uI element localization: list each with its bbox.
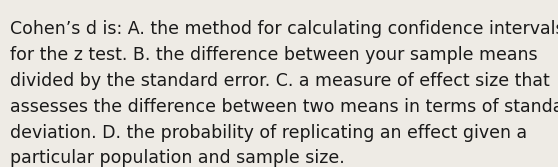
Text: deviation. D. the probability of replicating an effect given a: deviation. D. the probability of replica… — [10, 124, 527, 142]
Text: divided by the standard error. C. a measure of effect size that: divided by the standard error. C. a meas… — [10, 72, 550, 90]
Text: Cohen’s d is: A. the method for calculating confidence intervals: Cohen’s d is: A. the method for calculat… — [10, 20, 558, 38]
Text: for the z test. B. the difference between your sample means: for the z test. B. the difference betwee… — [10, 46, 538, 64]
Text: particular population and sample size.: particular population and sample size. — [10, 149, 345, 167]
Text: assesses the difference between two means in terms of standard: assesses the difference between two mean… — [10, 98, 558, 116]
